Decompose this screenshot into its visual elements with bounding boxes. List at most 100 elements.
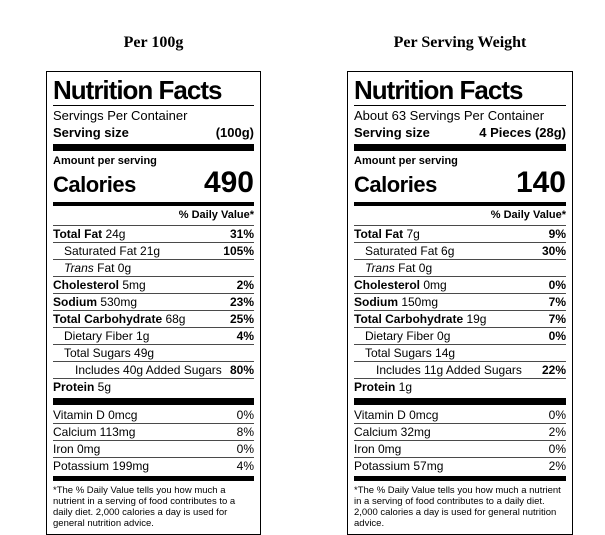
medium-bar [53,202,254,206]
nutrient-daily-value: 105% [223,244,254,258]
daily-value-footnote: *The % Daily Value tells you how much a … [354,485,561,529]
nutrient-row: Total Fat 24g 31% [53,225,254,242]
nutrition-label-per-100g: Nutrition Facts Servings Per Container S… [46,71,261,535]
column-title-per-100g: Per 100g [123,34,184,51]
nutrient-row: Total Carbohydrate 68g 25% [53,310,254,327]
nutrient-name: Total Sugars 49g [64,346,155,360]
nutrient-row: Iron 0mg 0% [354,440,566,457]
nutrient-row: Cholesterol 0mg 0% [354,276,566,293]
calories-value: 490 [203,166,254,199]
nutrient-row: Trans Fat 0g [53,259,254,276]
serving-size-row: Serving size (100g) [53,124,254,141]
nutrient-row: Potassium 57mg 2% [354,457,566,474]
servings-per-container: About 63 Servings Per Container [354,108,545,123]
nutrient-row: Trans Fat 0g [354,259,566,276]
nutrient-row: Dietary Fiber 0g 0% [354,327,566,344]
nutrition-facts-heading: Nutrition Facts [53,75,222,105]
nutrient-row: Saturated Fat 21g 105% [53,242,254,259]
nutrient-row: Total Carbohydrate 19g 7% [354,310,566,327]
nutrient-row: Iron 0mg 0% [53,440,254,457]
amount-per-serving: Amount per serving [354,155,458,167]
nutrient-daily-value: 9% [548,227,566,241]
nutrient-daily-value: 25% [229,312,254,326]
nutrient-daily-value: 30% [541,244,566,258]
nutrient-row: Includes 11g Added Sugars 22% [354,361,566,378]
nutrient-row: Calcium 32mg 2% [354,423,566,440]
nutrient-name: Iron 0mg [53,442,101,456]
servings-per-container: Servings Per Container [53,108,188,123]
nutrient-daily-value: 23% [229,295,254,309]
nutrition-label-per-serving: Nutrition Facts About 63 Servings Per Co… [347,71,573,535]
nutrient-daily-value: 80% [229,363,254,377]
nutrient-row: Dietary Fiber 1g 4% [53,327,254,344]
nutrient-name: Trans Fat 0g [64,261,132,275]
nutrient-row: Total Sugars 49g [53,344,254,361]
nutrient-name: Vitamin D 0mcg [354,408,439,422]
nutrient-daily-value: 4% [236,459,254,473]
nutrient-name: Calcium 32mg [354,425,431,439]
amount-per-serving: Amount per serving [53,155,157,167]
serving-size-value: (100g) [215,125,254,140]
nutrient-daily-value: 0% [236,408,254,422]
nutrient-row: Includes 40g Added Sugars 80% [53,361,254,378]
nutrient-daily-value: 0% [548,278,566,292]
macronutrient-rows: Total Fat 24g 31% Saturated Fat 21g 105%… [53,225,254,395]
micronutrient-rows: Vitamin D 0mcg 0% Calcium 32mg 2% Iron 0… [354,407,566,474]
nutrient-name: Dietary Fiber 1g [64,329,150,343]
nutrient-daily-value: 8% [236,425,254,439]
nutrient-row: Total Fat 7g 9% [354,225,566,242]
thick-bar [53,398,254,405]
nutrient-name: Total Sugars 14g [365,346,456,360]
nutrient-name: Cholesterol 0mg [354,278,447,292]
nutrient-name: Saturated Fat 6g [365,244,455,258]
nutrient-daily-value: 22% [541,363,566,377]
nutrient-daily-value: 2% [548,459,566,473]
nutrient-row: Total Sugars 14g [354,344,566,361]
nutrient-row: Cholesterol 5mg 2% [53,276,254,293]
calories-row: Calories 490 [53,168,254,200]
medium-bar [53,476,254,481]
nutrient-name: Potassium 57mg [354,459,444,473]
nutrient-daily-value: 0% [548,442,566,456]
nutrient-daily-value: 2% [236,278,254,292]
medium-bar [354,476,566,481]
nutrient-row: Vitamin D 0mcg 0% [53,407,254,423]
nutrient-row: Vitamin D 0mcg 0% [354,407,566,423]
nutrient-name: Cholesterol 5mg [53,278,146,292]
nutrient-row: Saturated Fat 6g 30% [354,242,566,259]
medium-bar [354,202,566,206]
nutrient-daily-value: 7% [548,312,566,326]
serving-size-label: Serving size [53,125,129,140]
nutrient-name: Calcium 113mg [53,425,136,439]
nutrient-name: Trans Fat 0g [365,261,433,275]
thick-bar [354,398,566,405]
nutrient-name: Total Fat 24g [53,227,126,241]
nutrient-name: Dietary Fiber 0g [365,329,451,343]
nutrient-name: Protein 1g [354,380,413,394]
nutrient-name: Total Carbohydrate 19g [354,312,487,326]
serving-size-label: Serving size [354,125,430,140]
nutrient-row: Protein 1g [354,378,566,395]
nutrient-name: Includes 11g Added Sugars [376,363,522,377]
nutrient-name: Total Carbohydrate 68g [53,312,186,326]
thick-bar [53,144,254,151]
nutrient-name: Includes 40g Added Sugars [75,363,222,377]
serving-size-value: 4 Pieces (28g) [479,125,566,140]
nutrient-row: Calcium 113mg 8% [53,423,254,440]
nutrient-name: Iron 0mg [354,442,402,456]
divider [53,105,254,106]
nutrition-facts-heading: Nutrition Facts [354,75,523,105]
nutrient-row: Potassium 199mg 4% [53,457,254,474]
nutrient-name: Saturated Fat 21g [64,244,161,258]
nutrient-row: Protein 5g [53,378,254,395]
nutrient-daily-value: 0% [236,442,254,456]
divider [354,105,566,106]
nutrient-name: Potassium 199mg [53,459,150,473]
nutrient-name: Protein 5g [53,380,112,394]
calories-label: Calories [354,172,437,197]
nutrient-name: Vitamin D 0mcg [53,408,138,422]
calories-label: Calories [53,172,136,197]
nutrient-daily-value: 0% [548,408,566,422]
nutrient-daily-value: 4% [236,329,254,343]
column-title-per-serving-weight: Per Serving Weight [393,34,527,51]
